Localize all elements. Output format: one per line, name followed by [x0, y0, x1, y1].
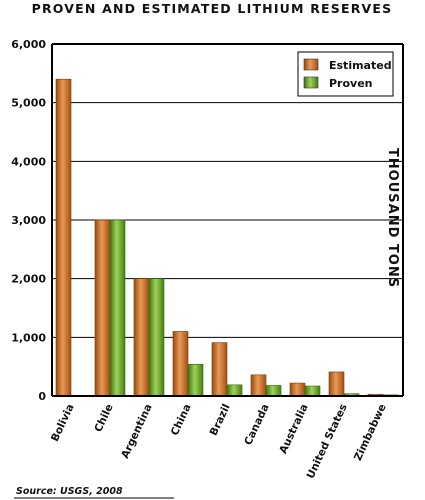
- legend-label-proven: Proven: [329, 77, 373, 90]
- bar-estimated-argentina: [133, 278, 150, 397]
- legend-swatch-proven: [303, 76, 319, 89]
- x-tick-label: Australia: [277, 402, 310, 455]
- bar-estimated-australia: [289, 382, 306, 397]
- y-tick-label: 2,000: [11, 273, 46, 286]
- source-note: Source: USGS, 2008: [16, 486, 123, 497]
- x-tick-label: Bolivia: [49, 402, 77, 443]
- y-tick-label: 6,000: [11, 38, 46, 51]
- x-tick-label: Brazil: [208, 402, 233, 438]
- x-tick-label: United States: [305, 402, 350, 480]
- bar-estimated-united-states: [328, 371, 345, 397]
- y-tick-label: 0: [38, 390, 46, 403]
- bar-proven-chile: [109, 219, 126, 397]
- y-tick-label: 1,000: [11, 331, 46, 344]
- bar-proven-canada: [265, 385, 282, 397]
- y-tick-label: 4,000: [11, 155, 46, 168]
- x-tick-label: Zimbabwe: [352, 402, 389, 462]
- bar-proven-brazil: [226, 384, 243, 397]
- x-tick-label: Argentina: [119, 402, 155, 460]
- bar-proven-china: [187, 364, 204, 397]
- bar-estimated-brazil: [211, 342, 228, 397]
- x-axis-ticks: Bolivia Chile Argentina China Brazil Canada Au…: [49, 402, 389, 480]
- legend-swatch-estimated: [303, 58, 319, 71]
- y-tick-label: 3,000: [11, 214, 46, 227]
- chart-title: PROVEN AND ESTIMATED LITHIUM RESERVES: [32, 1, 393, 16]
- bar-estimated-china: [172, 331, 189, 397]
- bar-estimated-chile: [94, 219, 111, 397]
- bar-estimated-canada: [250, 374, 267, 397]
- legend: Estimated Proven: [297, 51, 394, 97]
- y-axis-label: THOUSAND TONS: [385, 148, 400, 288]
- x-tick-label: China: [169, 402, 194, 437]
- x-tick-label: Canada: [242, 402, 271, 447]
- bar-proven-australia: [304, 385, 321, 397]
- y-tick-label: 5,000: [11, 97, 46, 110]
- bar-proven-argentina: [148, 278, 165, 397]
- bar-estimated-bolivia: [55, 78, 72, 397]
- y-axis-ticks: 0 1,000 2,000 3,000 4,000 5,000 6,000: [11, 38, 46, 403]
- legend-label-estimated: Estimated: [329, 59, 392, 72]
- x-tick-label: Chile: [92, 402, 115, 434]
